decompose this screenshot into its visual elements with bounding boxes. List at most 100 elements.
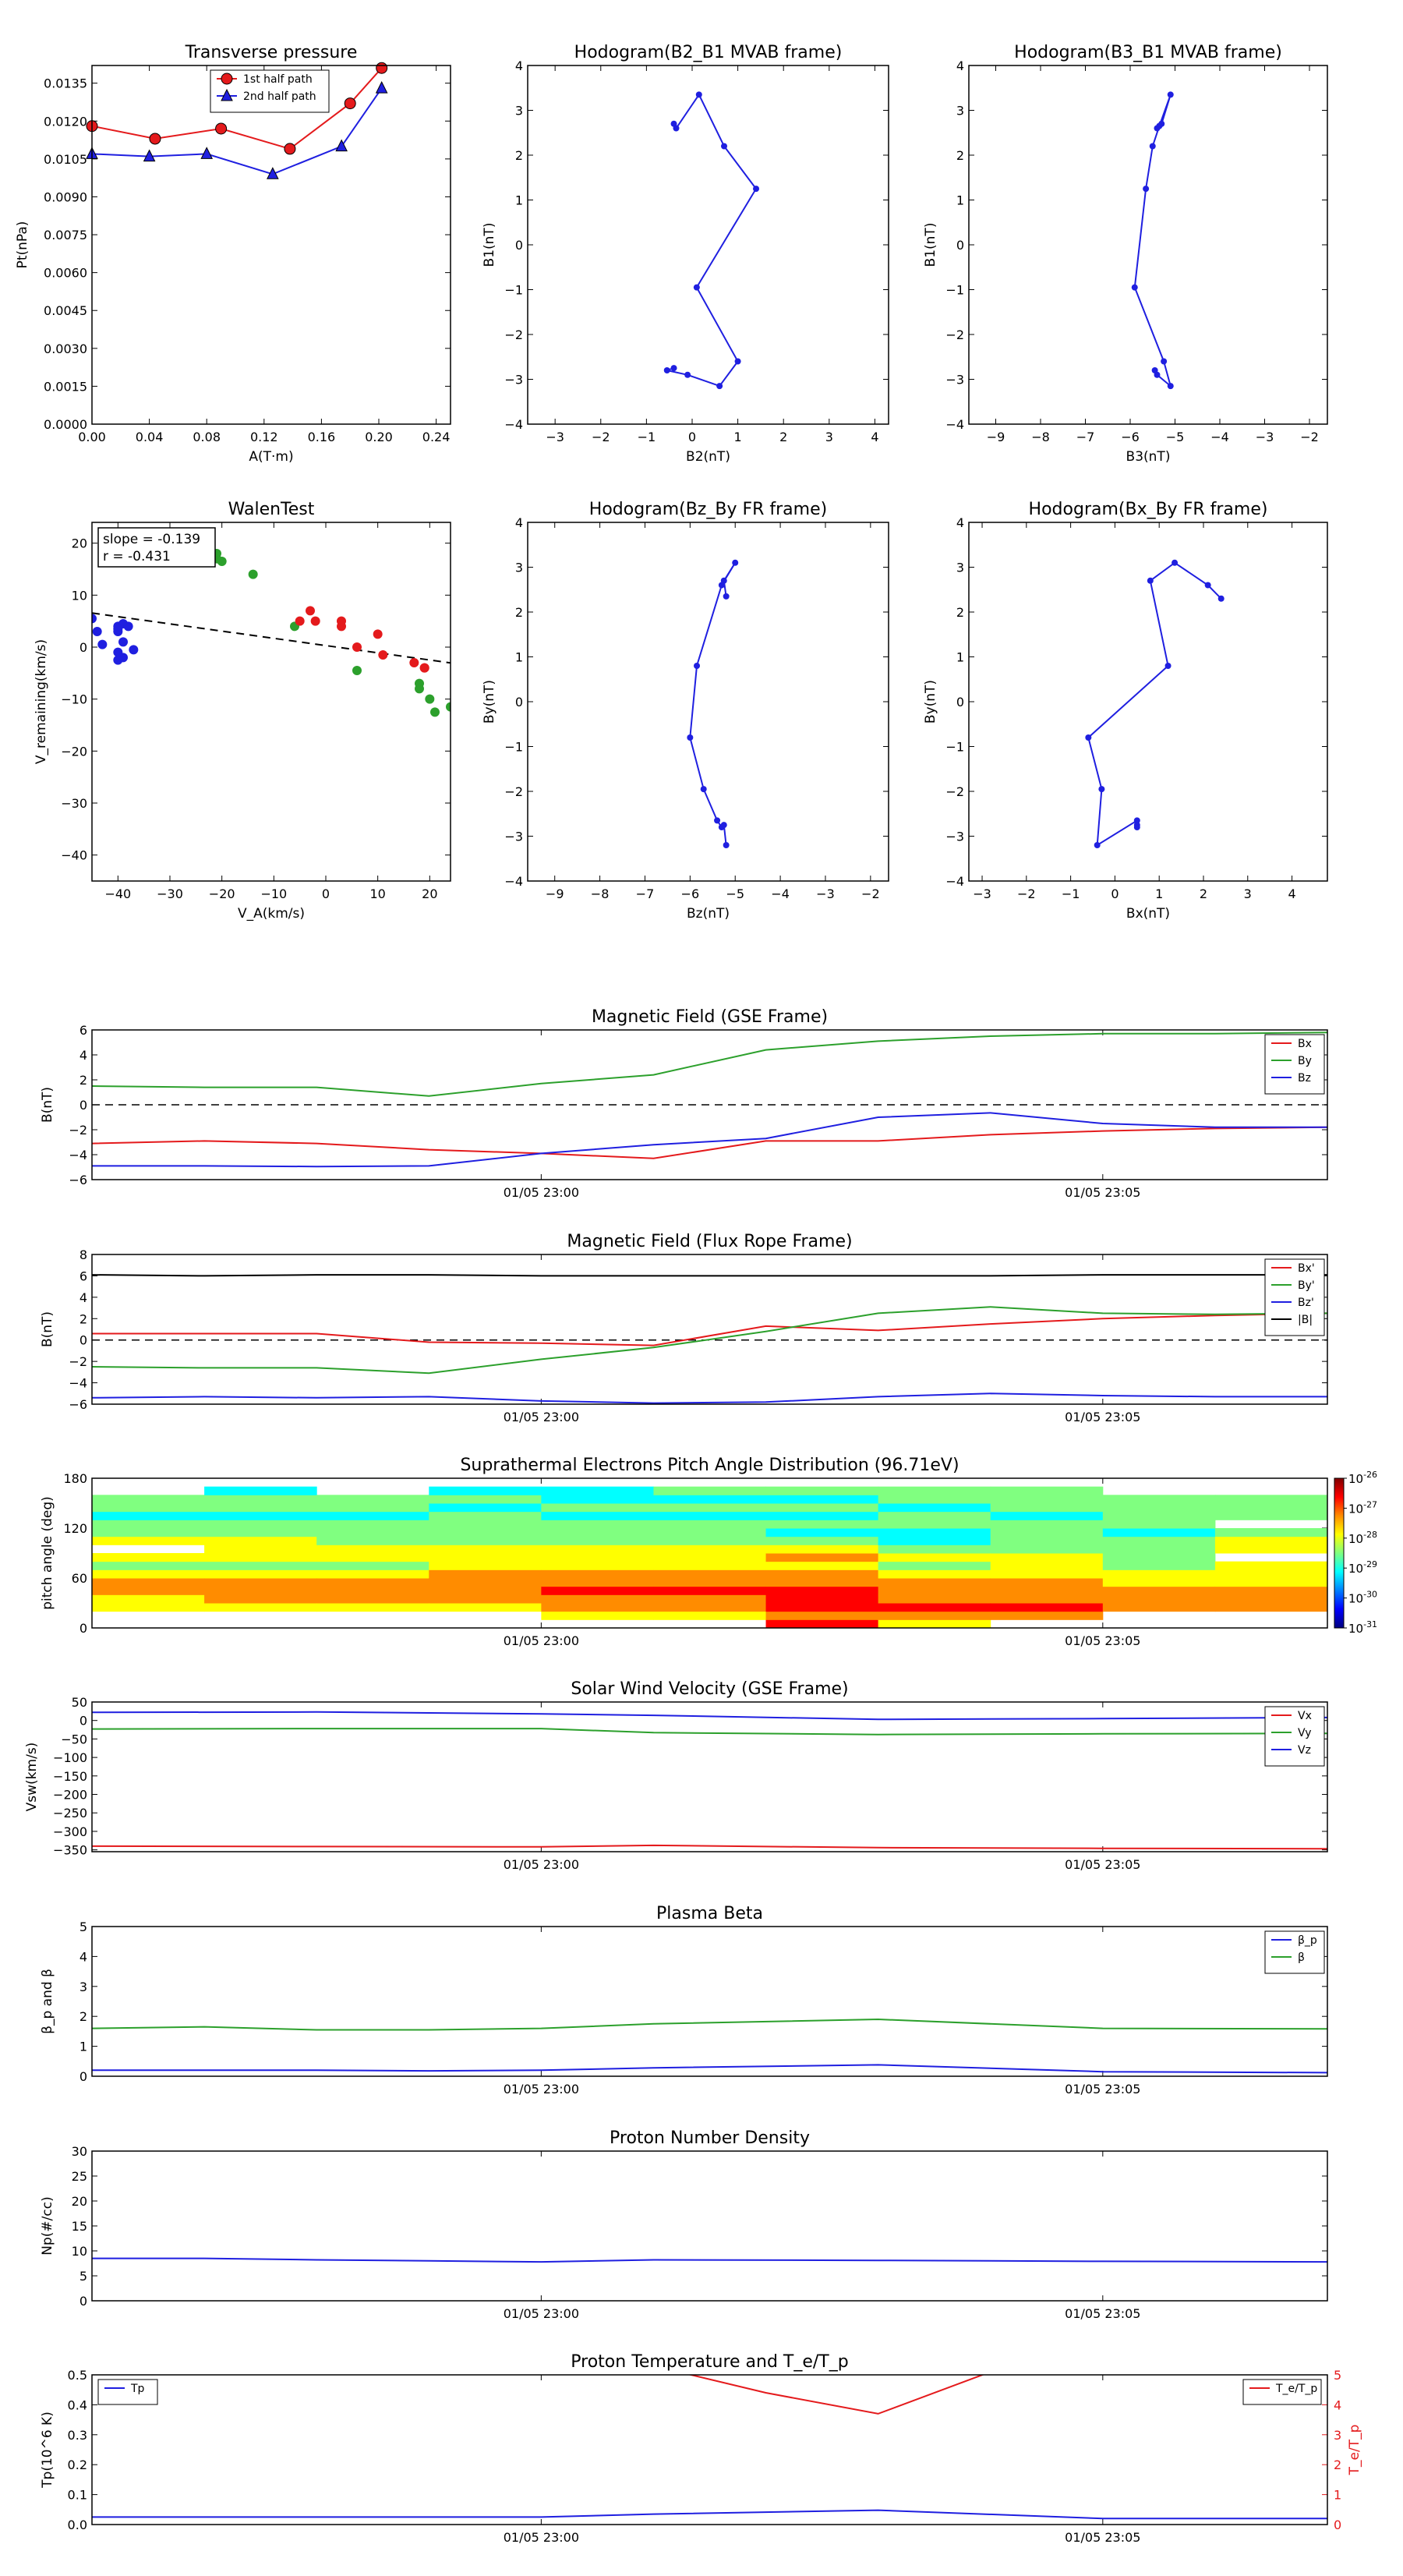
heatmap-cell [429,1603,542,1612]
y-tick-label: −1 [945,283,964,298]
data-point [1085,734,1092,741]
y-tick-label: 20 [72,536,87,551]
heatmap-cell [429,1578,542,1587]
y-axis-label: B(nT) [40,1311,55,1347]
heatmap-cell [541,1611,654,1620]
colorbar-tick-base: 10 [1348,1502,1363,1516]
y-tick-label: −1 [504,740,523,755]
heatmap-cell [765,1520,879,1529]
y-tick-label: 180 [63,1471,87,1486]
scatter-point [113,624,123,634]
colorbar-tick-exp: -31 [1363,1619,1377,1629]
heatmap-cell [878,1495,991,1504]
series-line-2 [92,1728,1327,1736]
x-tick-label: 01/05 23:05 [1065,1633,1140,1648]
y-tick-label: −150 [53,1769,87,1784]
y-tick-label: 2 [80,2009,87,2024]
chart-title: Solar Wind Velocity (GSE Frame) [571,1679,848,1699]
heatmap-cell [429,1511,542,1520]
y-tick-label: 0 [80,1098,87,1113]
heatmap-cell [316,1553,429,1562]
heatmap-cell [541,1603,654,1612]
x-tick-label: 0.16 [308,430,336,444]
y-axis-label: B(nT) [40,1087,55,1123]
x-tick-label: 01/05 23:00 [504,2082,579,2097]
chart-h3: Hodogram(Bz_By FR frame) −9 −8 −7 −6 −5 −4 −3 −2… [482,500,889,922]
heatmap-cell [1214,1569,1328,1579]
y-axis-label: By(nT) [482,680,497,724]
x-tick-label: 4 [871,430,878,444]
legend-label: By' [1298,1279,1315,1292]
heatmap-cell [1102,1569,1216,1579]
y-tick-label: −4 [69,1376,87,1391]
heatmap-cell [204,1586,317,1595]
heatmap-cell [765,1536,879,1545]
x-tick-label: 0 [322,886,330,901]
series-line-2 [92,87,383,175]
legend-label: Bx [1298,1038,1312,1050]
colorbar-tick-label: 10-30 [1348,1590,1377,1606]
x-tick-label: −3 [973,886,991,901]
x-tick-label: 1 [1155,886,1163,901]
series-line-3 [92,1711,1327,1721]
heatmap-cell [204,1536,317,1545]
heatmap-cell [1102,1520,1216,1529]
data-point [1098,786,1105,793]
heatmap-cell [204,1545,317,1554]
x-tick-label: 0 [688,430,696,444]
y-tick-label: 1 [515,193,523,208]
y-tick-label: 8 [80,1247,87,1262]
y-tick-label: −3 [945,830,964,844]
plot-frame [91,1029,1328,1180]
heatmap-cell [653,1553,767,1562]
y-tick-label: −2 [69,1354,87,1369]
series-line-1 [92,1126,1327,1159]
heatmap-cell [541,1520,654,1529]
y-axis-label: Np(#/cc) [40,2196,55,2255]
hodogram-path [1087,561,1222,847]
y-tick-label: 0 [80,1333,87,1348]
y-tick-label: 0.0000 [44,417,87,432]
heatmap-cell [429,1594,542,1604]
y2-tick-label: 3 [1334,2428,1341,2443]
x-tick-label: 0.00 [78,430,106,444]
colorbar-tick-base: 10 [1348,1562,1363,1576]
heatmap-cell [878,1528,991,1537]
chart-title: Suprathermal Electrons Pitch Angle Distr… [460,1456,959,1475]
data-point [1204,582,1211,589]
heatmap-cell [653,1511,767,1520]
x-tick-label: −1 [638,430,656,444]
x-tick-label: −2 [861,886,880,901]
x-tick-label: 01/05 23:00 [504,1633,579,1648]
legend-box [1264,1034,1325,1095]
heatmap-cell [316,1578,429,1587]
series-line-3 [92,1112,1327,1168]
x-axis-label: Bz(nT) [687,906,730,922]
scatter-point [446,702,451,712]
heatmap-cell [990,1594,1104,1604]
plot-frame [527,522,889,882]
y-tick-label: 20 [72,2194,87,2209]
x-axis-label: A(T·m) [249,449,293,465]
heatmap-cell [1214,1594,1328,1604]
chart-vsw: Solar Wind Velocity (GSE Frame) 01/05 23:… [24,1679,1328,1872]
data-point [684,371,691,378]
chart-pad: Suprathermal Electrons Pitch Angle Distr… [40,1456,1377,1648]
heatmap-cell [878,1486,991,1495]
plot-frame [968,65,1328,425]
x-tick-label: −40 [104,886,131,901]
scatter-point [352,642,362,652]
heatmap-cell [316,1545,429,1554]
x-tick-label: −5 [726,886,744,901]
legend: T_e/T_p [1242,2379,1322,2405]
heatmap-cell [541,1495,654,1504]
heatmap-cell [653,1586,767,1595]
x-tick-label: 01/05 23:05 [1065,2082,1140,2097]
y-axis-label: B1(nT) [482,223,497,267]
data-point [1149,143,1156,150]
heatmap-cell [1102,1511,1216,1520]
scatter-point [337,621,346,632]
scatter-point [352,666,362,675]
y-tick-label: −2 [945,327,964,342]
heatmap-cell [1102,1594,1216,1604]
